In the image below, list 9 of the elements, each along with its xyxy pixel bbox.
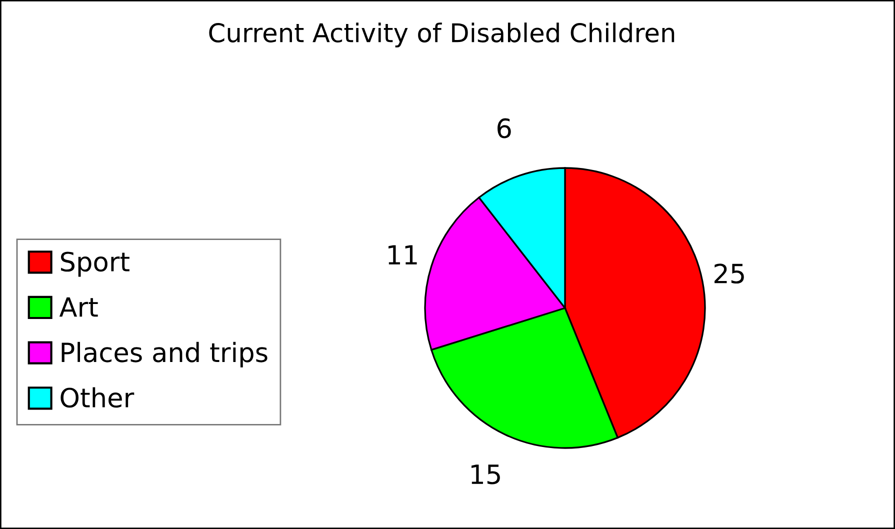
legend-label: Other (60, 387, 134, 408)
data-label: 15 (472, 464, 500, 484)
legend-label: Places and trips (62, 342, 268, 368)
data-label: 6 (498, 118, 511, 138)
chart-title: Current Activity of Disabled Children (209, 22, 674, 48)
legend-label: Sport (60, 252, 130, 277)
legend-label: Art (59, 297, 98, 317)
data-label: 11 (388, 245, 417, 264)
data-label: 25 (714, 264, 744, 284)
